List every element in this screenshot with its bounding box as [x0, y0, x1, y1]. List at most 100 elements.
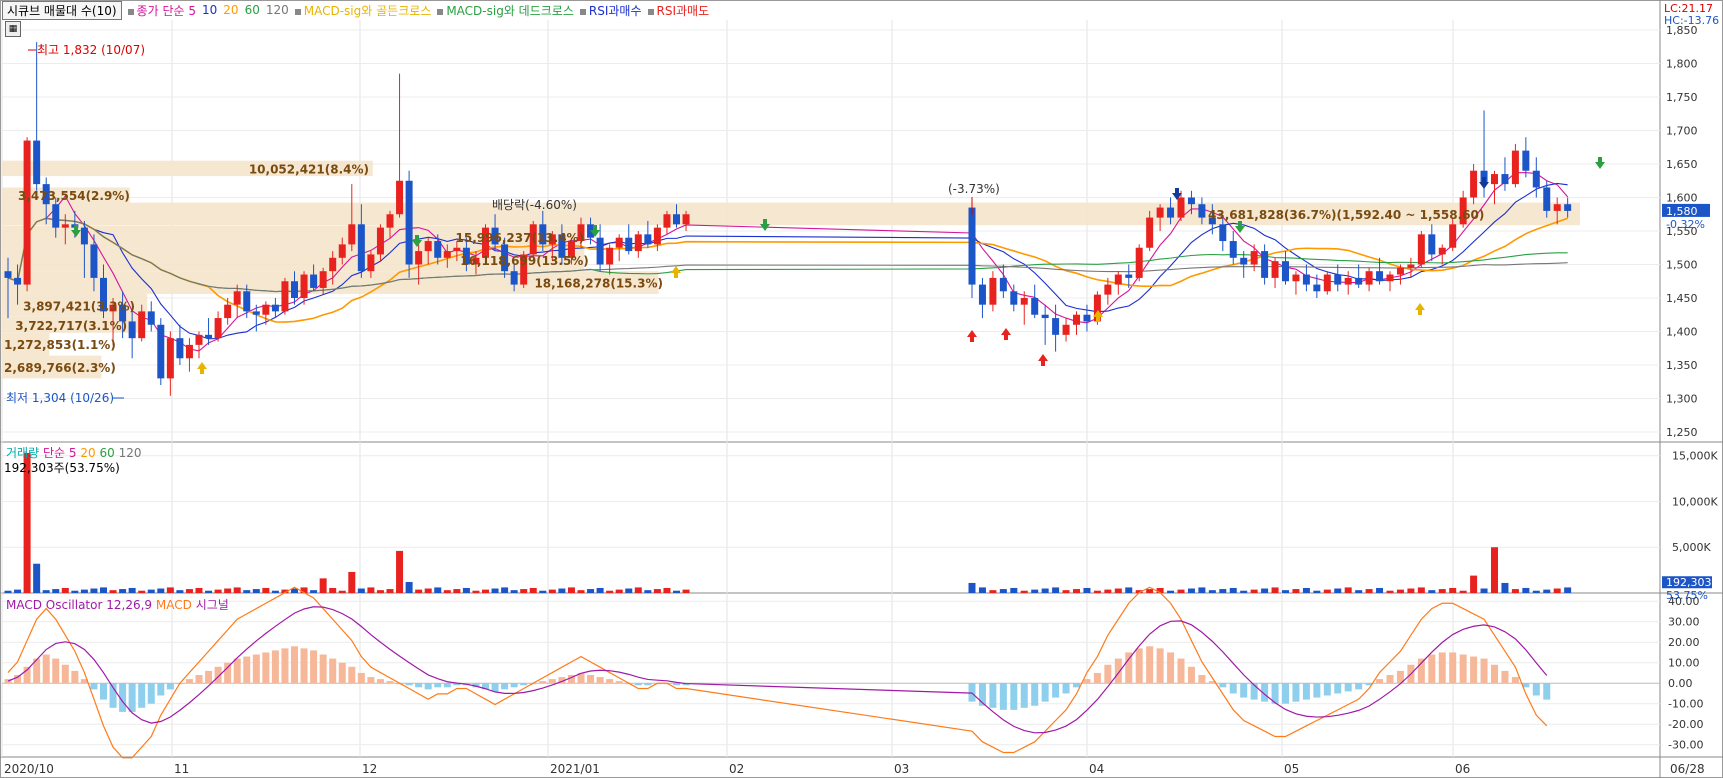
- macd-osc-bar: [14, 675, 22, 684]
- volume-bar: [644, 590, 652, 593]
- volume-bar: [357, 588, 365, 593]
- price-tick-label: 1,550: [1666, 225, 1698, 238]
- volume-bar: [1292, 589, 1300, 593]
- macd-osc-bar: [157, 683, 165, 696]
- macd-osc-bar: [634, 683, 642, 686]
- volume-tick-label: 5,000K: [1672, 541, 1711, 554]
- macd-osc-bar: [1323, 683, 1331, 696]
- x-axis-label: 03: [894, 762, 909, 776]
- signal-arrow: [967, 330, 977, 337]
- macd-osc-bar: [1104, 664, 1112, 684]
- candle: [310, 274, 318, 288]
- macd-osc-bar: [1093, 672, 1101, 684]
- volume-profile-label: 18,168,278(15.3%): [534, 277, 663, 291]
- candle: [1114, 274, 1122, 285]
- volume-profile-label: 43,681,828(36.7%)(1,592.40 ~ 1,558.60): [1208, 208, 1484, 222]
- volume-bar: [415, 589, 423, 593]
- volume-bar: [119, 589, 127, 593]
- volume-bar: [1480, 588, 1488, 593]
- candle: [1146, 217, 1154, 248]
- price-tick-label: 1,500: [1666, 258, 1698, 271]
- candle: [1125, 274, 1133, 278]
- candle: [644, 234, 652, 245]
- price-indicator-label[interactable]: 시큐브 매물대 수(10): [2, 0, 122, 20]
- volume-bar: [1114, 588, 1122, 593]
- table-icon[interactable]: ▦: [5, 21, 21, 37]
- volume-bar: [1543, 589, 1551, 593]
- volume-bar: [1167, 590, 1175, 593]
- candle: [338, 244, 346, 258]
- candle: [663, 214, 671, 228]
- macd-osc-bar: [4, 679, 12, 684]
- signal-arrow-stem: [1004, 335, 1008, 340]
- volume-bar: [386, 589, 394, 593]
- volume-bar: [1282, 590, 1289, 593]
- signal-arrow: [1001, 328, 1011, 335]
- macd-osc-bar: [1125, 652, 1133, 684]
- candle: [529, 224, 537, 255]
- macd-osc-bar: [1449, 652, 1457, 684]
- candle: [1135, 247, 1143, 278]
- candle: [195, 334, 203, 345]
- macd-osc-bar: [119, 683, 127, 712]
- candle: [14, 277, 22, 285]
- macd-tick-label: -10.00: [1668, 698, 1703, 711]
- candle: [214, 318, 222, 339]
- candle: [606, 247, 614, 265]
- candle: [271, 304, 279, 312]
- x-axis-label: 12: [362, 762, 377, 776]
- candle: [548, 234, 556, 245]
- macd-osc-bar: [271, 650, 279, 684]
- volume-bar: [1459, 590, 1467, 593]
- candle: [453, 247, 461, 252]
- signal-arrow-stem: [1598, 157, 1602, 162]
- candle: [1396, 267, 1404, 275]
- volume-bar: [1198, 587, 1206, 593]
- candle: [415, 251, 423, 265]
- volume-bar: [1532, 590, 1540, 593]
- macd-osc-bar: [1501, 670, 1509, 684]
- macd-osc-bar: [1355, 683, 1363, 690]
- candle: [615, 237, 623, 248]
- macd-osc-bar: [415, 683, 423, 688]
- candle: [176, 338, 184, 359]
- volume-bar: [567, 587, 575, 593]
- macd-osc-bar: [1271, 683, 1279, 704]
- macd-osc-bar: [424, 683, 432, 690]
- macd-osc-bar: [1522, 683, 1530, 688]
- price-legend: 시큐브 매물대 수(10) 종가 단순 5 10 20 60 120 MACD-…: [2, 0, 709, 20]
- signal-arrow: [1172, 193, 1182, 200]
- macd-osc-bar: [558, 677, 566, 684]
- macd-osc-bar: [1543, 683, 1551, 700]
- signal-arrow-stem: [1238, 221, 1242, 226]
- macd-osc-bar: [281, 648, 289, 684]
- volume-profile-band: [2, 316, 140, 333]
- candle: [1459, 197, 1467, 225]
- candle: [978, 284, 986, 305]
- macd-osc-bar: [1334, 683, 1342, 694]
- candle: [1229, 241, 1237, 258]
- candle: [462, 247, 470, 265]
- macd-legend-label: MACD: [155, 598, 192, 612]
- volume-profile-label: 1,272,853(1.1%): [4, 338, 116, 352]
- macd-osc-bar: [262, 652, 270, 684]
- volume-bar: [1323, 589, 1331, 593]
- macd-osc-bar: [1480, 658, 1488, 684]
- volume-profile-band: [2, 355, 102, 379]
- volume-bar: [434, 587, 442, 593]
- candle: [1501, 174, 1509, 185]
- candle: [1491, 174, 1498, 185]
- volume-bar: [424, 588, 432, 593]
- candle: [472, 257, 480, 265]
- macd-osc-bar: [33, 658, 41, 684]
- volume-bar: [281, 589, 289, 593]
- ma120-legend: 120: [265, 3, 289, 17]
- volume-bar: [1135, 590, 1143, 593]
- volume-bar: [989, 590, 997, 593]
- macd-osc-bar: [682, 683, 690, 686]
- candle: [243, 291, 251, 312]
- volume-bar: [1271, 587, 1279, 593]
- current-price-pct: -0.32%: [1666, 218, 1705, 231]
- volume-bar: [1376, 587, 1384, 593]
